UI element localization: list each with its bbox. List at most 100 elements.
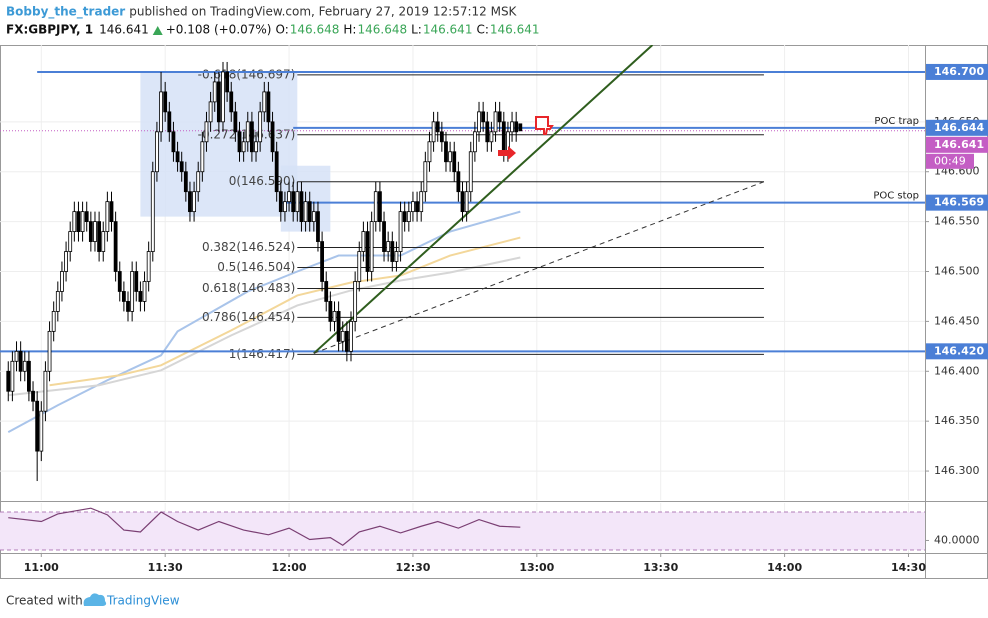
- candle-body: [423, 161, 428, 193]
- rsi-line: [8, 507, 521, 546]
- ohlc-label: H:: [343, 23, 356, 37]
- price-tag-label: 146.420: [934, 344, 984, 357]
- fib-label: 0.618(146.483): [202, 281, 295, 295]
- candle-body: [444, 141, 448, 163]
- candle-body: [460, 191, 465, 213]
- rsi-pane: [0, 503, 925, 553]
- candle-body: [303, 201, 308, 223]
- rsi-tick-label: 40.0000: [934, 533, 980, 546]
- candle-body: [415, 201, 419, 213]
- candle-body: [43, 370, 48, 412]
- x-tick-label: 14:00: [767, 561, 802, 574]
- candle-body: [155, 131, 159, 173]
- candle-body: [497, 111, 502, 123]
- fib-label: 0.382(146.524): [202, 240, 295, 254]
- candle-body: [216, 81, 221, 123]
- candle-body: [464, 191, 469, 213]
- candle-body: [109, 201, 114, 223]
- candle-body: [336, 311, 341, 342]
- candle-body: [489, 131, 494, 143]
- candle-body: [175, 151, 180, 163]
- candle-body: [307, 201, 312, 223]
- arrow-icon: [498, 146, 516, 160]
- candle-body: [299, 191, 304, 223]
- published-text: published on TradingView.com, February 2…: [129, 5, 517, 19]
- price-tag-label: 146.641: [934, 138, 984, 151]
- candle-body: [126, 301, 130, 312]
- candle-body: [233, 111, 238, 133]
- candle-body: [60, 271, 64, 292]
- candle-body: [208, 101, 213, 123]
- candle-body: [212, 81, 217, 103]
- candle-body: [353, 281, 358, 322]
- candle-body: [221, 71, 225, 123]
- candle-body: [241, 141, 246, 153]
- main-pane: -0.618(146.697)-0.272(146.637)0(146.590)…: [0, 45, 925, 500]
- candle-body: [365, 231, 370, 272]
- candle-body: [332, 311, 337, 322]
- candle-body: [101, 231, 106, 252]
- candle-body: [113, 221, 118, 272]
- candle-body: [394, 251, 399, 262]
- candle-body: [373, 191, 378, 223]
- candle-body: [431, 121, 436, 143]
- fib-label: 0(146.590): [229, 174, 296, 188]
- candle-body: [35, 400, 40, 452]
- candle-body: [179, 161, 184, 173]
- x-tick-label: 12:00: [272, 561, 307, 574]
- candle-body: [270, 121, 275, 153]
- candle-body: [14, 350, 19, 362]
- candle-body: [254, 141, 258, 153]
- moving-average: [8, 256, 521, 397]
- candle-body: [378, 191, 382, 223]
- candle-body: [167, 111, 172, 133]
- candle-body: [163, 91, 168, 113]
- candle-body: [105, 201, 110, 232]
- candle-body: [117, 271, 122, 292]
- candle-body: [439, 131, 444, 143]
- x-tick-label: 12:30: [395, 561, 430, 574]
- footer-text: Created with: [6, 594, 83, 608]
- candle-body: [485, 121, 490, 143]
- candle-body: [159, 91, 163, 133]
- ohlc-label: L:: [411, 23, 422, 37]
- y-tick-label: 146.550: [934, 215, 980, 228]
- candle-body: [84, 211, 89, 223]
- candle-body: [64, 251, 68, 272]
- candle-body: [386, 241, 391, 252]
- candle-body: [501, 121, 506, 153]
- candle-body: [316, 211, 320, 242]
- candle-body: [291, 191, 296, 213]
- candle-body: [510, 121, 514, 133]
- trend-line: [313, 45, 654, 355]
- y-tick-label: 146.450: [934, 314, 980, 327]
- price-tag: [926, 194, 988, 211]
- candle-body: [398, 211, 403, 252]
- candle-body: [382, 221, 386, 252]
- candle-body: [22, 360, 27, 372]
- y-tick-label: 146.350: [934, 414, 980, 427]
- candle-body: [481, 111, 486, 123]
- candle-body: [80, 211, 85, 232]
- candle-body: [258, 111, 263, 143]
- candle-body: [10, 360, 15, 392]
- candle-body: [18, 350, 23, 372]
- candle-body: [328, 301, 333, 322]
- candle-body: [402, 211, 407, 223]
- candle-body: [262, 91, 267, 113]
- candle-body: [146, 251, 151, 282]
- candle-body: [249, 121, 254, 153]
- candle-body: [283, 201, 287, 213]
- candle-body: [39, 410, 44, 452]
- ohlc-label: C:: [476, 23, 488, 37]
- y-tick-label: 146.400: [934, 364, 980, 377]
- candle-body: [518, 123, 523, 132]
- candle-body: [477, 111, 481, 133]
- candle-body: [192, 191, 196, 213]
- candle-body: [68, 231, 73, 252]
- fib-label: 1(146.417): [229, 347, 296, 361]
- ohlc-value: 146.641: [490, 23, 540, 37]
- candle-body: [225, 71, 230, 93]
- candle-body: [369, 221, 374, 272]
